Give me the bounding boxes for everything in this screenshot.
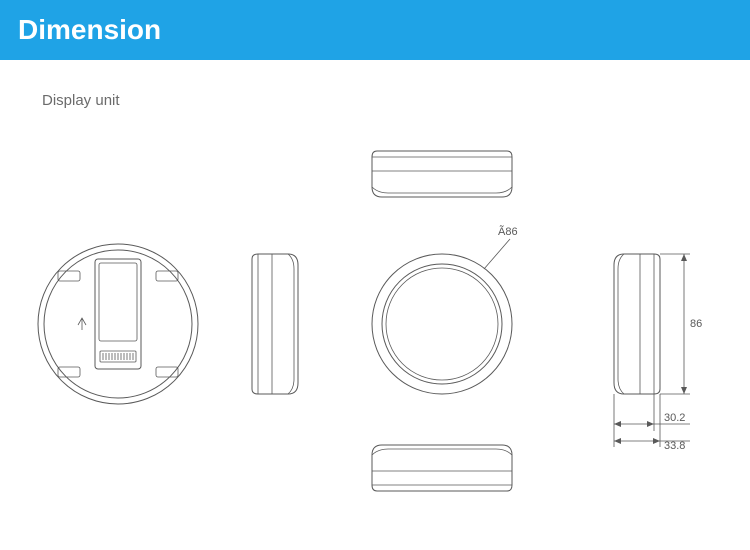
dim-depth-outer-label: 33.8 [664,440,685,452]
view-side-left [252,254,298,394]
view-top [372,151,512,197]
header-title: Dimension [18,14,161,45]
dim-depth-inner-label: 30.2 [664,412,685,424]
view-back [38,244,198,404]
view-front: Ã86 [372,225,518,394]
dim-diameter-label: Ã86 [498,225,518,238]
drawing-stage: Ã86 86 30.2 33.8 [0,109,750,539]
subtitle: Display unit [0,60,750,109]
header-bar: Dimension [0,0,750,60]
view-bottom [372,445,512,491]
drawing-svg: Ã86 86 30.2 33.8 [0,109,750,539]
dim-height-label: 86 [690,318,702,330]
view-side-right: 86 30.2 33.8 [614,254,702,452]
subtitle-text: Display unit [42,92,120,109]
